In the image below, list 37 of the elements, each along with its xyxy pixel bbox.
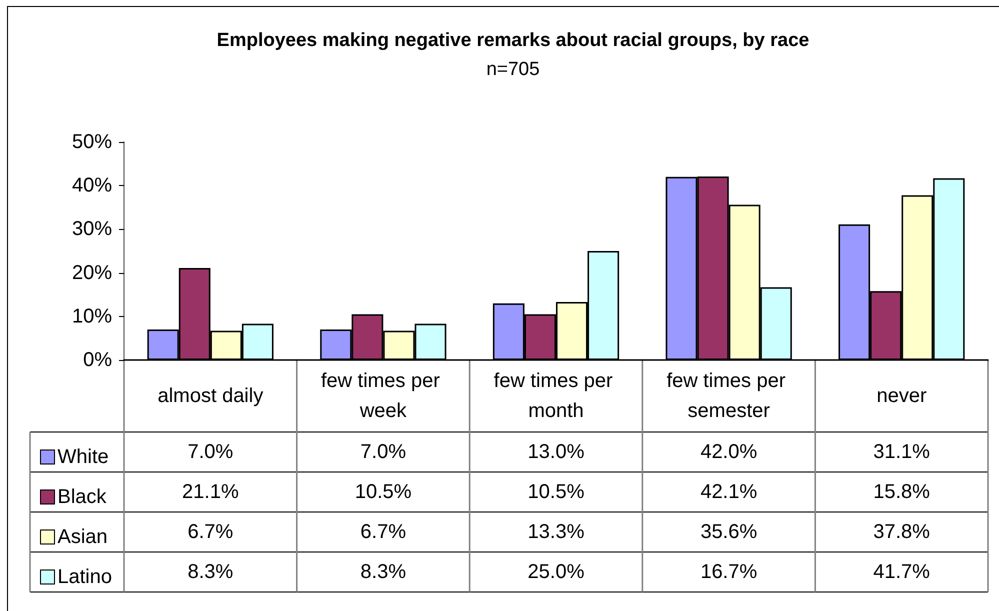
- data-label: 7.0%: [188, 441, 234, 463]
- x-tick-label: almost daily: [158, 385, 264, 407]
- y-tick-label: 20%: [72, 262, 112, 284]
- legend-label: White: [58, 446, 109, 468]
- legend-label: Asian: [58, 526, 108, 548]
- chart-subtitle: n=705: [486, 59, 540, 80]
- data-label: 10.5%: [528, 481, 585, 503]
- data-label: 42.0%: [700, 441, 758, 463]
- data-label: 35.6%: [700, 521, 758, 543]
- legend-label: Latino: [58, 566, 112, 588]
- data-label: 8.3%: [360, 561, 406, 583]
- data-label: 15.8%: [873, 481, 930, 503]
- y-tick-label: 10%: [72, 305, 112, 328]
- data-label: 16.7%: [700, 561, 758, 583]
- data-label: 42.1%: [700, 481, 758, 503]
- chart-title: Employees making negative remarks about racial groups, by race: [216, 30, 810, 51]
- data-label: 41.7%: [873, 561, 930, 583]
- y-tick-label: 40%: [72, 174, 112, 197]
- x-tick-label: never: [876, 385, 927, 407]
- data-label: 13.0%: [528, 441, 585, 463]
- data-label: 25.0%: [528, 561, 585, 583]
- y-tick-label: 30%: [72, 218, 112, 240]
- data-label: 31.1%: [873, 441, 930, 463]
- data-label: 6.7%: [360, 521, 406, 543]
- data-label: 6.7%: [188, 521, 234, 543]
- data-label: 37.8%: [873, 521, 930, 543]
- x-tick-label: few times per semester: [666, 370, 792, 422]
- x-tick-label: few times per week: [320, 370, 446, 422]
- data-label: 7.0%: [360, 441, 406, 463]
- data-label: 8.3%: [188, 561, 234, 583]
- x-tick-label: few times per month: [494, 370, 618, 422]
- y-tick-label: 50%: [72, 131, 112, 153]
- y-tick-label: 0%: [83, 349, 112, 371]
- data-label: 13.3%: [528, 521, 585, 543]
- data-label: 10.5%: [354, 481, 412, 503]
- data-label: 21.1%: [182, 481, 239, 503]
- legend-label: Black: [58, 486, 108, 508]
